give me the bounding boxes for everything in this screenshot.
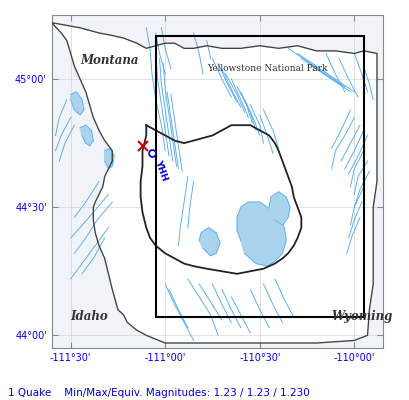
Polygon shape bbox=[269, 192, 289, 225]
Polygon shape bbox=[236, 202, 285, 266]
Polygon shape bbox=[52, 23, 376, 343]
Text: Montana: Montana bbox=[80, 54, 138, 67]
Text: 1 Quake    Min/Max/Equiv. Magnitudes: 1.23 / 1.23 / 1.230: 1 Quake Min/Max/Equiv. Magnitudes: 1.23 … bbox=[8, 388, 309, 398]
Text: YHH: YHH bbox=[153, 158, 169, 182]
Polygon shape bbox=[140, 125, 301, 274]
Polygon shape bbox=[80, 125, 93, 146]
Text: Wyoming: Wyoming bbox=[331, 310, 392, 323]
Polygon shape bbox=[104, 148, 114, 169]
Bar bbox=[155, 36, 363, 317]
Polygon shape bbox=[199, 228, 220, 256]
Polygon shape bbox=[70, 92, 84, 115]
Text: Yellowstone National Park: Yellowstone National Park bbox=[206, 64, 326, 73]
Text: Idaho: Idaho bbox=[70, 310, 108, 323]
